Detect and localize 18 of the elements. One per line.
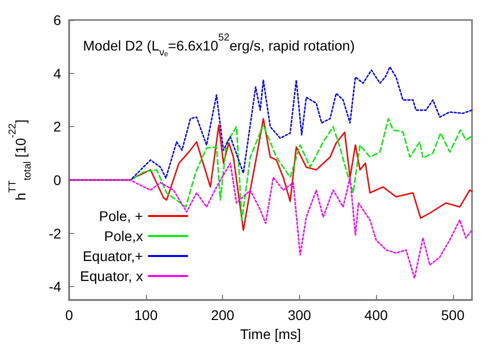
x-tick-label: 100 — [134, 307, 158, 323]
legend-label: Pole,x — [104, 228, 144, 244]
y-tick-label: -2 — [48, 225, 62, 242]
x-axis-title: Time [ms] — [240, 326, 302, 342]
x-tick-label: 200 — [210, 307, 235, 323]
x-tick-label: 300 — [288, 307, 312, 323]
y-tick-label: 2 — [53, 118, 62, 135]
legend-label: Equator,+ — [82, 248, 144, 264]
y-tick-label: 6 — [53, 12, 62, 28]
legend-label: Pole, + — [99, 208, 144, 224]
legend-label: Equator, x — [80, 268, 144, 284]
y-tick-label: -4 — [48, 278, 62, 295]
y-tick-label: 4 — [53, 65, 62, 82]
x-tick-label: 0 — [65, 307, 74, 323]
y-axis-title: hTTtotal [10-22] — [8, 120, 34, 200]
x-tick-label: 500 — [441, 307, 465, 323]
x-tick-label: 400 — [364, 307, 388, 323]
y-tick-label: 0 — [53, 172, 62, 188]
